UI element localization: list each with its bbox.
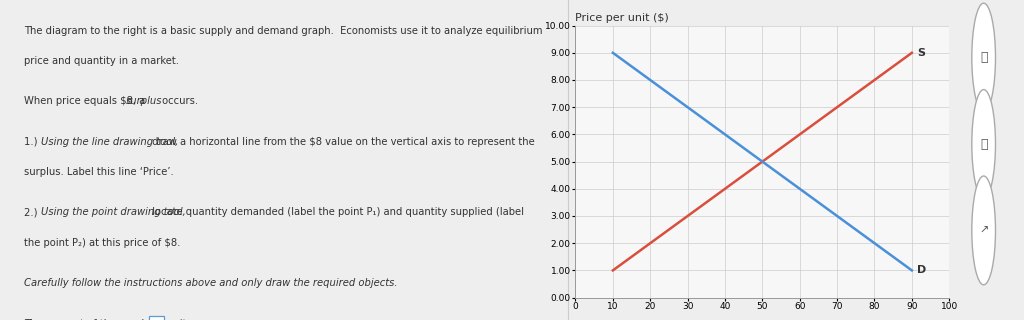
Text: When price equals $8, a: When price equals $8, a — [25, 96, 148, 106]
Text: draw a horizontal line from the $8 value on the vertical axis to represent the: draw a horizontal line from the $8 value… — [150, 137, 535, 147]
Text: Using the point drawing tool,: Using the point drawing tool, — [41, 207, 185, 217]
Text: surplus: surplus — [126, 96, 163, 106]
Text: Carefully follow the instructions above and only draw the required objects.: Carefully follow the instructions above … — [25, 278, 397, 288]
Circle shape — [972, 176, 995, 285]
Text: price and quantity in a market.: price and quantity in a market. — [25, 56, 179, 66]
Circle shape — [972, 3, 995, 112]
Text: units.: units. — [167, 318, 195, 320]
Text: surplus. Label this line ‘Price’.: surplus. Label this line ‘Price’. — [25, 167, 174, 177]
Circle shape — [972, 90, 995, 198]
Text: S: S — [918, 48, 926, 58]
Text: Using the line drawing tool,: Using the line drawing tool, — [41, 137, 178, 147]
Text: 1.): 1.) — [25, 137, 44, 147]
Text: ↗: ↗ — [979, 225, 988, 236]
Text: locate quantity demanded (label the point P₁) and quantity supplied (label: locate quantity demanded (label the poin… — [150, 207, 524, 217]
FancyBboxPatch shape — [148, 316, 164, 320]
Text: D: D — [918, 265, 927, 276]
Text: 🔍: 🔍 — [980, 51, 987, 64]
Text: The diagram to the right is a basic supply and demand graph.  Economists use it : The diagram to the right is a basic supp… — [25, 26, 543, 36]
Text: 🔍: 🔍 — [980, 138, 987, 150]
Text: occurs.: occurs. — [159, 96, 198, 106]
Text: 2.): 2.) — [25, 207, 44, 217]
Text: The amount of the surplus is: The amount of the surplus is — [25, 318, 170, 320]
Text: the point P₂) at this price of $8.: the point P₂) at this price of $8. — [25, 237, 180, 248]
Text: Price per unit ($): Price per unit ($) — [575, 13, 670, 23]
